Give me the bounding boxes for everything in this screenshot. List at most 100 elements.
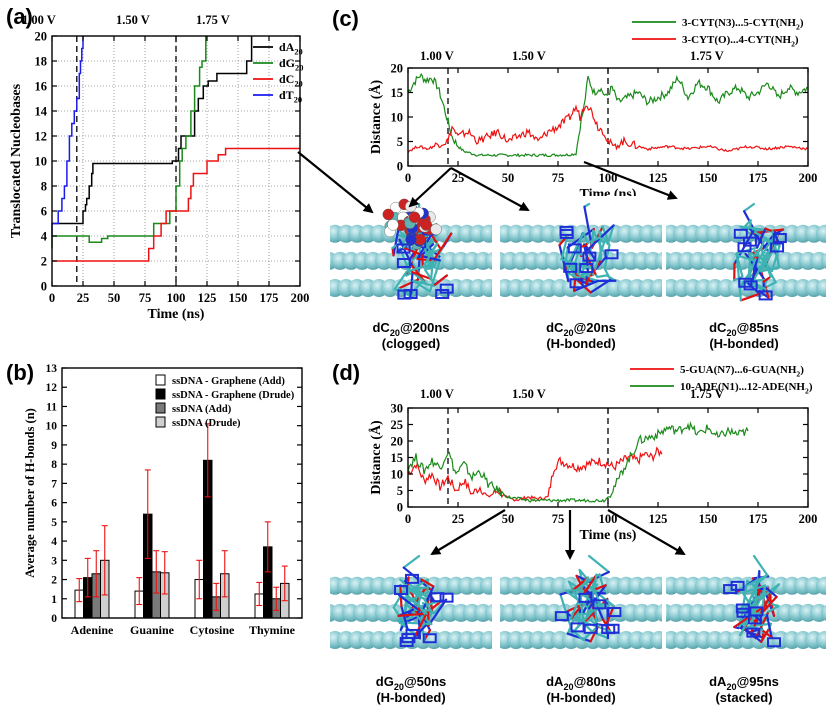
legend-label-d: 10-ADE(N1)...12-ADE(NH2) [680, 381, 813, 395]
dna-stick [750, 261, 765, 285]
y-tick-label-b: 10 [46, 421, 58, 433]
nucleobase-ring [399, 636, 414, 647]
dna-stick [765, 613, 773, 639]
nucleobase-ring [439, 592, 454, 603]
category-label: Adenine [71, 623, 114, 637]
dna-stick [398, 594, 421, 612]
nucleobase-ring [404, 573, 419, 584]
graphene-atom [480, 631, 492, 650]
y-tick-label-c: 10 [391, 111, 404, 125]
x-axis-label-d: Time (ns) [580, 528, 637, 543]
snapshot-caption-c-2: dC20@85ns [709, 320, 779, 338]
atom-sphere [405, 234, 417, 246]
snapshot-image [330, 548, 492, 666]
nucleobase-ring [723, 584, 738, 595]
panel-label-d: (d) [332, 360, 360, 385]
legend-swatch-b [155, 374, 166, 386]
x-axis-label-a: Time (ns) [148, 307, 205, 322]
dna-stick [413, 612, 428, 638]
nucleobase-ring [579, 263, 594, 274]
graphene-atom [810, 603, 826, 622]
nucleobase-ring [770, 242, 785, 253]
y-tick-label-d: 25 [391, 418, 404, 432]
y-tick-label-d: 15 [391, 451, 404, 465]
arrow-a-to-c1 [297, 151, 374, 214]
dna-stick [595, 601, 610, 607]
dna-stick [564, 589, 591, 610]
y-tick-label-a: 2 [41, 255, 47, 269]
dna-stick [593, 600, 598, 626]
panel-label-a: (a) [6, 4, 33, 29]
nucleobase-ring [422, 633, 437, 644]
dna-stick [397, 612, 426, 617]
snapshot-subcaption-c-1: (H-bonded) [546, 336, 615, 351]
nucleobase-ring [767, 637, 782, 648]
x-tick-label-a: 25 [77, 291, 90, 305]
y-tick-label-a: 4 [41, 230, 48, 244]
plot-frame-b [61, 367, 303, 619]
y-axis-label-d: Distance (Å) [368, 420, 384, 495]
snapshot-image [666, 548, 826, 666]
x-tick-label-d: 200 [799, 512, 818, 526]
legend-label-c: 3-CYT(N3)...5-CYT(NH2) [682, 17, 804, 31]
dna-stick [564, 588, 582, 592]
dna-stick [752, 554, 770, 578]
dna-stick [761, 584, 767, 609]
snapshot-content [666, 548, 826, 666]
snapshot-caption-c-1: dC20@20ns [546, 320, 616, 338]
x-tick-label-c: 125 [649, 171, 668, 185]
voltage-label-c-1: 1.50 V [512, 49, 546, 63]
nucleobase-ring [604, 249, 619, 260]
series-line-a-2 [52, 147, 300, 262]
y-tick-label-d: 20 [391, 435, 404, 449]
graphene-atom [816, 279, 826, 298]
dna-stick [417, 606, 422, 640]
nucleobase-ring [592, 599, 607, 610]
graphene-atom [491, 229, 492, 238]
series-line-d-1 [407, 420, 749, 503]
dna-stick [764, 586, 778, 598]
dna-stick [402, 566, 432, 591]
legend-label-a: dC20 [279, 72, 303, 89]
dna-stick [560, 234, 569, 261]
x-tick-label-d: 125 [649, 512, 668, 526]
graphene-atom [480, 576, 492, 595]
dna-stick [572, 279, 600, 292]
y-tick-label-d: 10 [391, 468, 404, 482]
legend-label-a: dG20 [279, 56, 303, 73]
y-tick-label-b: 11 [46, 401, 57, 413]
nucleobase-ring [583, 623, 598, 634]
dna-stick [593, 584, 607, 591]
dna-stick [741, 280, 765, 291]
snapshot-subcaption-c-0: (clogged) [382, 336, 441, 351]
graphene-atom [661, 635, 662, 645]
y-tick-label-c: 20 [391, 62, 404, 76]
atom-sphere [408, 211, 421, 223]
dna-stick [432, 255, 441, 269]
x-tick-label-a: 175 [260, 291, 279, 305]
x-tick-label-c: 75 [552, 171, 565, 185]
y-tick-label-a: 20 [35, 30, 48, 44]
snapshot-image [666, 196, 826, 314]
x-tick-label-c: 0 [405, 171, 411, 185]
x-tick-label-d: 0 [405, 512, 411, 526]
dna-stick [746, 257, 757, 282]
dna-stick [753, 249, 774, 273]
snapshot-subcaption-d-2: (stacked) [715, 690, 772, 705]
dna-stick [392, 229, 400, 257]
dna-stick [420, 255, 441, 262]
x-tick-label-c: 50 [502, 171, 515, 185]
graphene-atom [816, 224, 826, 243]
y-tick-label-b: 13 [46, 363, 58, 375]
arrow-c-85ns [583, 160, 678, 200]
voltage-label-c-2: 1.75 V [690, 49, 724, 63]
y-tick-label-a: 6 [41, 205, 47, 219]
dna-stick [596, 274, 608, 279]
dna-stick [422, 597, 432, 612]
arrow-d-95ns [607, 509, 686, 556]
graphene-atom [810, 251, 826, 270]
y-tick-label-b: 4 [51, 536, 57, 548]
y-tick-label-a: 8 [41, 180, 47, 194]
y-tick-label-c: 15 [391, 86, 404, 100]
y-tick-label-b: 3 [51, 555, 57, 567]
